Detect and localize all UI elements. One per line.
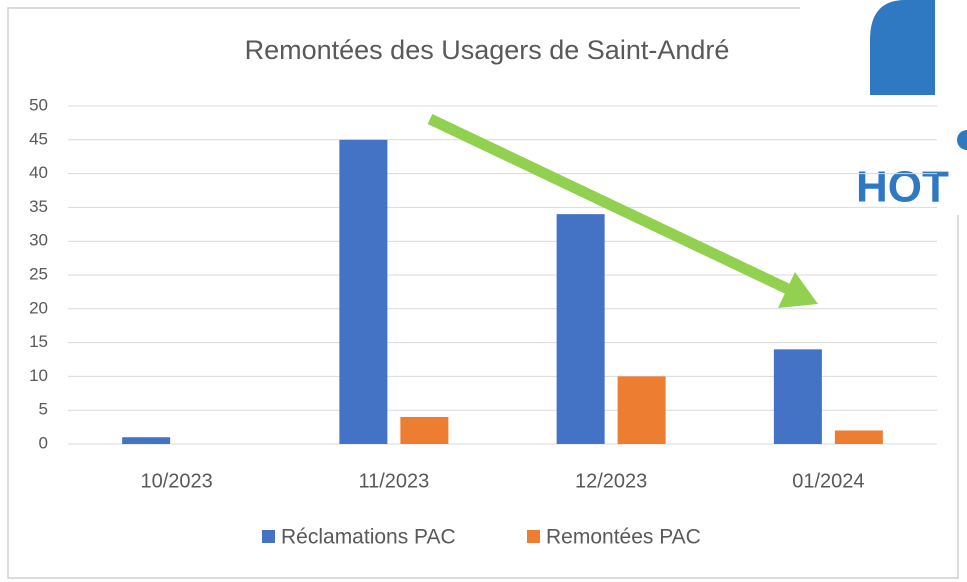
arrow-head [778, 272, 818, 308]
y-tick-label: 5 [39, 400, 48, 419]
y-tick-label: 45 [29, 129, 48, 148]
x-tick-label: 12/2023 [575, 470, 647, 492]
x-tick-label: 10/2023 [140, 470, 212, 492]
arrow-shaft [427, 114, 793, 295]
bar [773, 349, 822, 444]
y-tick-label: 10 [29, 366, 48, 385]
x-tick-label: 01/2024 [792, 470, 864, 492]
legend-label: Réclamations PAC [281, 526, 456, 549]
logo: HOT [800, 0, 967, 215]
logo-dot [957, 130, 967, 150]
bar [122, 437, 171, 444]
legend-label: Remontées PAC [546, 526, 701, 549]
y-tick-label: 0 [39, 433, 48, 452]
logo-shape [870, 0, 935, 95]
y-tick-label: 25 [29, 264, 48, 283]
y-tick-label: 50 [29, 95, 48, 114]
legend-swatch [527, 530, 540, 543]
y-tick-label: 35 [29, 197, 48, 216]
y-tick-label: 20 [29, 298, 48, 317]
bar [556, 214, 605, 444]
bar [339, 139, 388, 445]
bar [834, 430, 883, 444]
bar [617, 376, 666, 444]
y-tick-label: 30 [29, 231, 48, 250]
legend-swatch [262, 530, 275, 543]
bar [400, 416, 449, 444]
y-tick-label: 40 [29, 163, 48, 182]
trend-arrow [427, 114, 818, 308]
logo-text: HOT [856, 163, 949, 212]
x-tick-label: 11/2023 [358, 470, 429, 492]
y-tick-label: 15 [29, 332, 48, 351]
chart-title: Remontées des Usagers de Saint-André [245, 35, 730, 65]
